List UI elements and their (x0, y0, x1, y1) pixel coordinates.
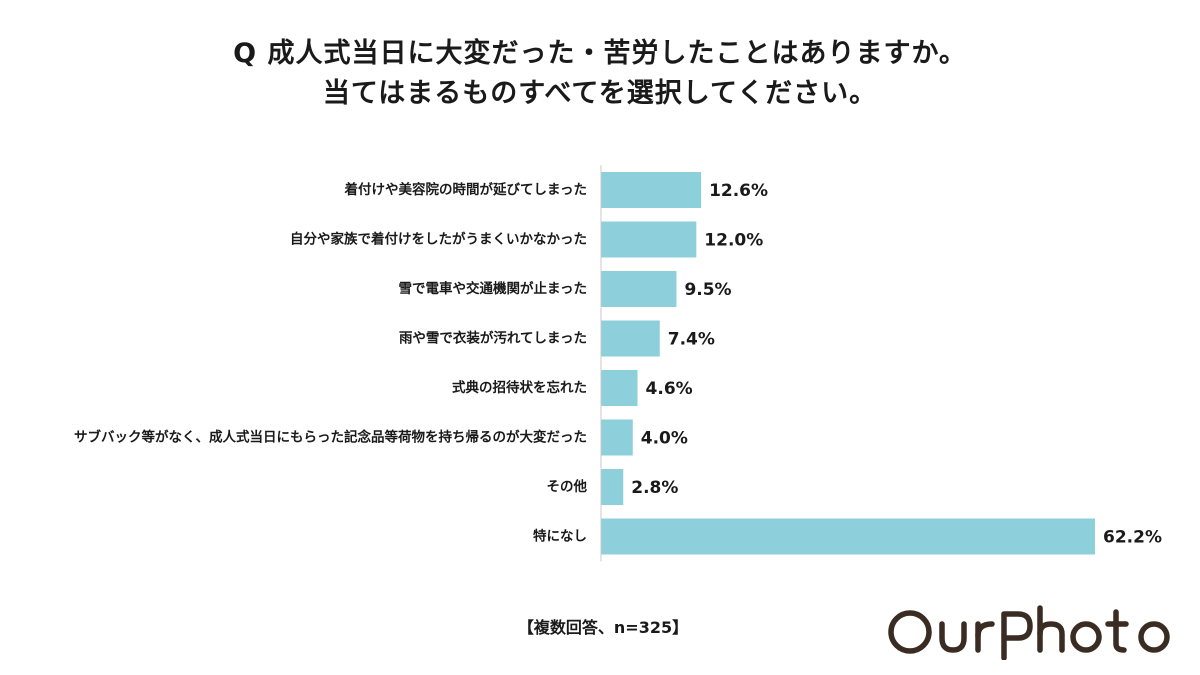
value-label-8: 62.2% (1103, 528, 1162, 548)
sample-note: 【複数回答、n=325】 (517, 618, 689, 637)
category-label-8: 特になし (533, 528, 587, 545)
bar-6 (601, 419, 633, 456)
value-label-6: 4.0% (641, 429, 688, 449)
category-label-6: サブバック等がなく、成人式当日にもらった記念品等荷物を持ち帰るのが大変だった (74, 429, 587, 446)
bar-1 (601, 172, 702, 208)
value-label-1: 12.6% (709, 181, 768, 201)
bars-layer (601, 172, 1095, 555)
ourphoto-logo (888, 605, 1170, 660)
chart-title-line-2: 当てはまるものすべてを選択してください。 (322, 78, 878, 109)
value-labels-layer: 12.6% 12.0% 9.5% 7.4% 4.6% 4.0% 2.8% 62.2% (631, 181, 1162, 548)
category-label-3: 雪で電車や交通機関が止まった (399, 280, 587, 297)
category-label-4: 雨や雪で衣装が汚れてしまった (399, 330, 587, 347)
bar-5 (601, 370, 638, 406)
category-label-1: 着付けや美容院の時間が延びてしまった (344, 181, 587, 198)
chart-title-line-1: Q 成人式当日に大変だった・苦労したことはありますか。 (233, 38, 967, 69)
value-label-7: 2.8% (631, 478, 678, 498)
value-label-4: 7.4% (668, 330, 715, 350)
value-label-5: 4.6% (646, 379, 693, 399)
bar-3 (601, 271, 677, 307)
category-label-7: その他 (547, 478, 588, 495)
value-label-3: 9.5% (684, 280, 731, 300)
bar-2 (601, 221, 697, 258)
bar-8 (601, 518, 1095, 555)
category-label-5: 式典の招待状を忘れた (452, 379, 587, 396)
category-labels-layer: 着付けや美容院の時間が延びてしまった自分や家族で着付けをしたがうまくいかなかった… (74, 181, 587, 545)
category-label-2: 自分や家族で着付けをしたがうまくいかなかった (290, 231, 587, 248)
bar-4 (601, 320, 660, 357)
bar-7 (601, 469, 624, 505)
chart-title: Q 成人式当日に大変だった・苦労したことはありますか。 当てはまるものすべてを選… (0, 34, 1200, 114)
value-label-2: 12.0% (704, 231, 763, 251)
